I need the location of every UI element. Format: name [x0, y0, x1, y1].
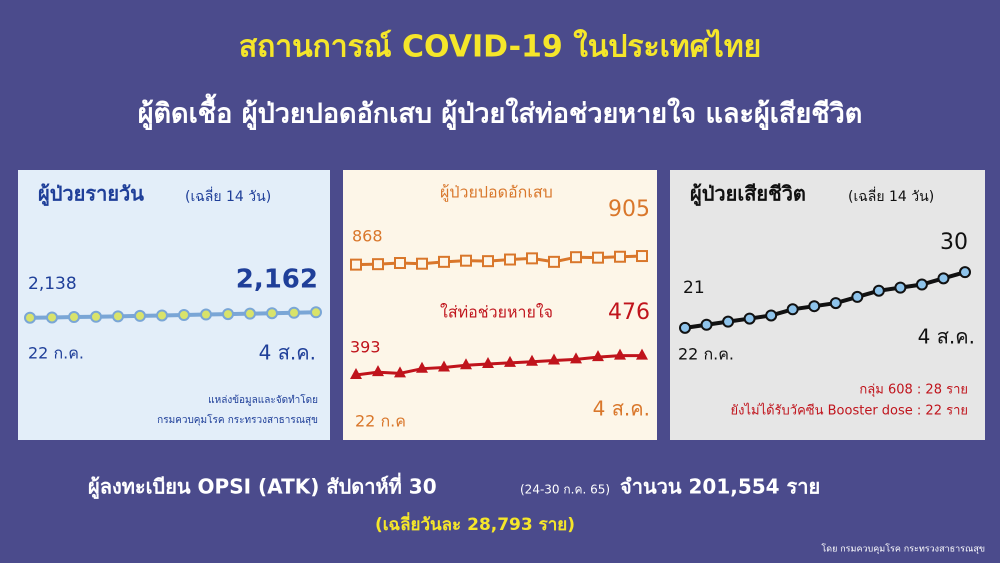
data-label: 868 [352, 227, 383, 246]
marker [570, 352, 582, 364]
marker [178, 309, 190, 321]
marker [244, 307, 256, 320]
marker [765, 309, 778, 322]
marker [134, 309, 146, 322]
marker [894, 281, 907, 294]
marker [416, 257, 428, 270]
marker [614, 250, 626, 263]
marker [460, 254, 472, 267]
marker [614, 348, 626, 360]
marker [636, 348, 648, 360]
marker [460, 358, 472, 370]
footer-average: (เฉลี่ยวันละ 28,793 ราย) [375, 512, 575, 535]
marker [68, 311, 80, 324]
marker [808, 300, 821, 313]
data-label: 2,162 [236, 265, 318, 295]
marker [526, 252, 538, 265]
marker [350, 258, 362, 271]
credit: โดย กรมควบคุมโรค กระทรวงสาธารณสุข [821, 544, 985, 555]
marker [482, 255, 494, 268]
data-label: 30 [940, 230, 968, 255]
marker [200, 308, 212, 321]
panel-title: ผู้ป่วยเสียชีวิต [690, 182, 806, 208]
data-label: 2,138 [28, 274, 77, 294]
x-tick-label: 4 ส.ค. [259, 341, 316, 365]
data-label: 21 [683, 278, 705, 298]
marker [829, 297, 842, 310]
marker [915, 278, 928, 291]
marker [592, 350, 604, 362]
note: กรมควบคุมโรค กระทรวงสาธารณสุข [157, 413, 318, 426]
panel-title: ผู้ป่วยรายวัน [38, 182, 144, 208]
marker [592, 251, 604, 264]
marker [570, 251, 582, 264]
marker [350, 367, 362, 379]
marker [438, 360, 450, 372]
footer-text: ผู้ลงทะเบียน OPSI (ATK) สัปดาห์ที่ 30 [88, 472, 437, 501]
marker [222, 308, 234, 321]
x-tick-label: 4 ส.ค. [918, 325, 975, 349]
marker [872, 284, 885, 297]
marker [24, 311, 36, 324]
marker [679, 321, 691, 334]
panel [18, 170, 330, 440]
footer-dates: (24-30 ก.ค. 65) [520, 483, 610, 497]
legend-label: ผู้ป่วยปอดอักเสบ [440, 183, 553, 203]
marker [504, 355, 516, 367]
data-label: 476 [608, 300, 650, 325]
legend-label: ใส่ท่อช่วยหายใจ [440, 303, 553, 322]
marker [636, 250, 648, 263]
marker [112, 310, 124, 323]
x-tick-label: 4 ส.ค. [593, 397, 650, 421]
footer-total: จำนวน 201,554 ราย [620, 475, 820, 499]
marker [438, 255, 450, 268]
data-label: 393 [350, 338, 381, 357]
panel-subtitle: (เฉลี่ย 14 วัน) [848, 187, 934, 205]
x-tick-label: 22 ก.ค [355, 412, 406, 431]
marker [372, 258, 384, 271]
title: สถานการณ์ COVID-19 ในประเทศไทย [239, 29, 761, 65]
marker [288, 306, 300, 319]
marker [372, 365, 384, 377]
marker [786, 303, 799, 316]
marker [548, 255, 560, 268]
marker [156, 309, 168, 322]
data-label: 905 [608, 197, 650, 222]
marker [526, 354, 538, 366]
marker [548, 353, 560, 365]
marker [959, 266, 971, 279]
subtitle: ผู้ติดเชื้อ ผู้ป่วยปอดอักเสบ ผู้ป่วยใส่ท… [138, 93, 863, 131]
note: แหล่งข้อมูลและจัดทำโดย [208, 393, 318, 406]
note: ยังไม่ได้รับวัคซีน Booster dose : 22 ราย [731, 403, 969, 419]
marker [394, 257, 406, 270]
marker [700, 318, 713, 331]
x-tick-label: 22 ก.ค. [28, 344, 84, 363]
marker [937, 272, 950, 285]
x-tick-label: 22 ก.ค. [678, 345, 734, 364]
marker [482, 357, 494, 369]
panel-subtitle: (เฉลี่ย 14 วัน) [185, 187, 271, 205]
marker [504, 253, 516, 266]
marker [851, 290, 864, 303]
panel [343, 170, 657, 440]
marker [394, 366, 406, 378]
note: กลุ่ม 608 : 28 ราย [859, 383, 968, 398]
marker [90, 310, 102, 323]
marker [46, 311, 58, 324]
marker [722, 315, 735, 328]
marker [310, 306, 322, 319]
marker [416, 361, 428, 373]
marker [266, 307, 278, 320]
marker [743, 312, 756, 325]
